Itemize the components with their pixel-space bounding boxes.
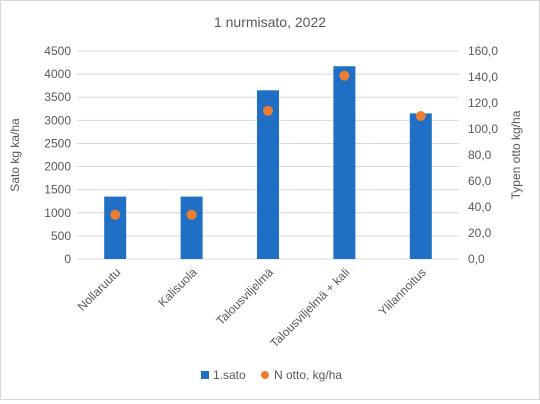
data-point	[415, 111, 426, 121]
legend-marker-point	[261, 371, 269, 379]
legend-label: 1.sato	[213, 368, 246, 382]
y-tick-label: 3000	[44, 113, 71, 127]
data-point	[110, 209, 121, 220]
bar	[409, 113, 432, 260]
legend-label: N otto, kg/ha	[274, 368, 342, 382]
y2-axis-label: Typen otto kg/ha	[509, 110, 523, 199]
scatter-series	[110, 70, 426, 220]
bar	[333, 66, 356, 260]
y-tick-label: 1500	[44, 183, 71, 197]
y2-tick-label: 160,0	[468, 44, 498, 58]
y-tick-label: 2500	[44, 136, 71, 150]
y2-axis-ticks: 0,0 20,0 40,0 60,0 80,0 100,0 120,0 140,0 160,0	[468, 44, 498, 266]
chart-title: 1 nurmisato, 2022	[214, 14, 326, 30]
bar-series	[104, 66, 432, 260]
y-tick-label: 4500	[44, 44, 71, 58]
x-tick-label: Talousviljelmä	[213, 265, 276, 328]
x-tick-label: Nollaruutu	[75, 265, 124, 314]
y2-tick-label: 20,0	[468, 226, 492, 240]
y-tick-label: 500	[51, 229, 71, 243]
y-axis-ticks: 0 500 1000 1500 2000 2500 3000 3500 4000 4500	[44, 44, 71, 266]
y2-tick-label: 100,0	[468, 122, 498, 136]
x-tick-label: Ylilannoitus	[376, 265, 429, 318]
y-axis-label: Sato kg ka/ha	[8, 118, 22, 192]
bar	[180, 196, 203, 259]
y2-tick-label: 120,0	[468, 96, 498, 110]
y2-tick-label: 60,0	[468, 174, 492, 188]
x-tick-label: Kalisuola	[155, 265, 200, 310]
x-tick-label: Talousviljelmä + kali	[267, 265, 352, 350]
bar	[104, 196, 127, 259]
y2-tick-label: 80,0	[468, 148, 492, 162]
data-point	[339, 70, 350, 81]
legend: 1.sato N otto, kg/ha	[201, 368, 342, 382]
y-tick-label: 4000	[44, 67, 71, 81]
data-point	[186, 209, 197, 220]
y-tick-label: 2000	[44, 160, 71, 174]
y2-tick-label: 0,0	[468, 252, 485, 266]
y-tick-label: 0	[64, 252, 71, 266]
y-tick-label: 3500	[44, 90, 71, 104]
y2-tick-label: 40,0	[468, 200, 492, 214]
data-point	[263, 105, 273, 116]
legend-marker-bar	[201, 371, 209, 379]
y2-tick-label: 140,0	[468, 70, 498, 84]
bar	[257, 90, 279, 260]
x-axis-ticks: Nollaruutu Kalisuola TalousviljelmäTalousv…	[75, 265, 429, 350]
y-tick-label: 1000	[44, 206, 71, 220]
